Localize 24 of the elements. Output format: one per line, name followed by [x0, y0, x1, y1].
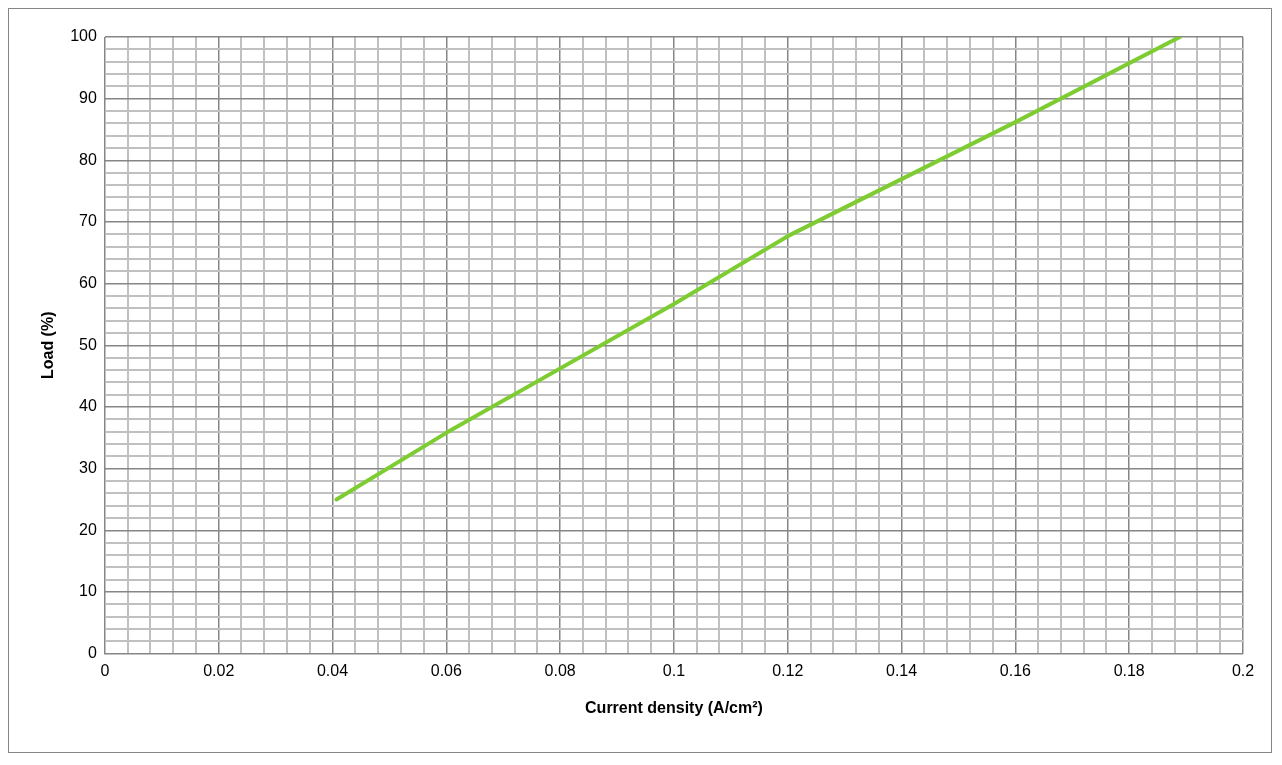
y-axis-title: Load (%): [39, 311, 57, 380]
x-tick-label: 0.04: [316, 661, 349, 679]
x-tick-label: 0.08: [544, 661, 576, 679]
x-tick-label: 0: [100, 661, 110, 679]
y-tick-label: 0: [87, 644, 97, 662]
x-tick-label: 0.16: [999, 661, 1032, 679]
y-tick-label: 80: [79, 150, 97, 168]
x-tick-label: 0.2: [1231, 661, 1255, 679]
x-tick-label: 0.06: [430, 661, 462, 679]
x-tick-label: 0.1: [662, 661, 686, 679]
y-tick-label: 30: [79, 459, 97, 477]
x-axis-title: Current density (A/cm²): [585, 698, 763, 716]
x-tick-label: 0.02: [203, 661, 235, 679]
y-tick-label: 90: [79, 89, 97, 107]
y-tick-label: 70: [79, 212, 97, 230]
x-tick-label: 0.14: [886, 661, 918, 679]
x-tick-label: 0.18: [1113, 661, 1145, 679]
y-tick-label: 20: [79, 520, 97, 538]
y-tick-label: 40: [79, 397, 97, 415]
y-tick-label: 100: [70, 27, 97, 45]
x-tick-label: 0.12: [772, 661, 804, 679]
y-tick-label: 10: [79, 582, 97, 600]
y-tick-label: 60: [79, 274, 97, 292]
y-tick-label: 50: [79, 335, 97, 353]
